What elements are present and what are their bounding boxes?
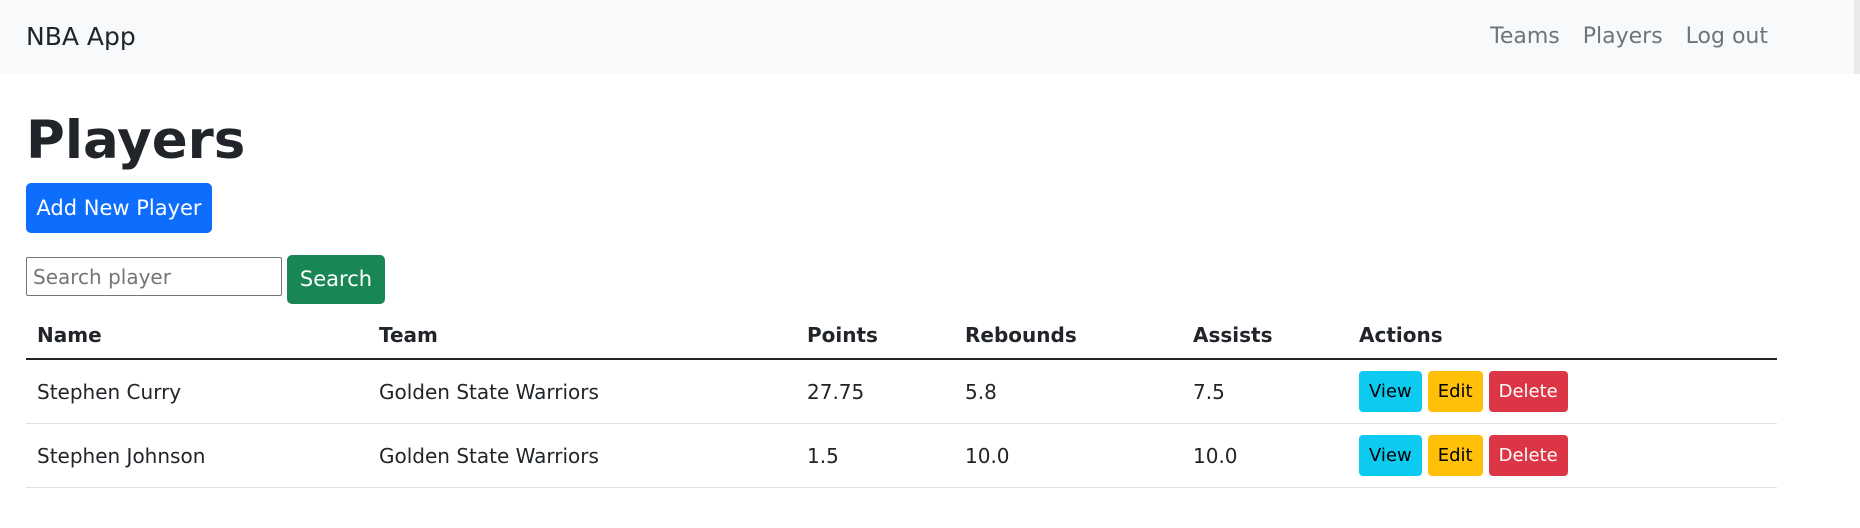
table-row: Stephen Johnson Golden State Warriors 1.…	[26, 423, 1777, 488]
cell-assists: 7.5	[1182, 359, 1348, 424]
nav-links: Teams Players Log out	[1467, 20, 1768, 54]
cell-points: 1.5	[796, 423, 954, 488]
cell-actions: View Edit Delete	[1348, 359, 1777, 424]
brand-link[interactable]: NBA App	[26, 22, 136, 51]
table-header-row: Name Team Points Rebounds Assists Action…	[26, 312, 1777, 360]
header-points: Points	[796, 312, 954, 360]
cell-name: Stephen Curry	[26, 359, 368, 424]
nav-link-players[interactable]: Players	[1582, 24, 1663, 49]
edit-button[interactable]: Edit	[1427, 371, 1483, 412]
cell-name: Stephen Johnson	[26, 423, 368, 488]
add-new-player-button[interactable]: Add New Player	[26, 183, 212, 233]
header-rebounds: Rebounds	[954, 312, 1182, 360]
header-name: Name	[26, 312, 368, 360]
cell-rebounds: 5.8	[954, 359, 1182, 424]
header-actions: Actions	[1348, 312, 1777, 360]
nav-link-teams[interactable]: Teams	[1490, 24, 1560, 49]
cell-assists: 10.0	[1182, 423, 1348, 488]
search-input[interactable]	[26, 257, 282, 296]
edit-button[interactable]: Edit	[1427, 435, 1483, 476]
row-actions: View Edit Delete	[1359, 435, 1766, 476]
cell-rebounds: 10.0	[954, 423, 1182, 488]
cell-actions: View Edit Delete	[1348, 423, 1777, 488]
view-button[interactable]: View	[1359, 371, 1422, 412]
cell-points: 27.75	[796, 359, 954, 424]
header-assists: Assists	[1182, 312, 1348, 360]
players-table: Name Team Points Rebounds Assists Action…	[26, 312, 1777, 488]
delete-button[interactable]: Delete	[1488, 371, 1568, 412]
nav-link-logout[interactable]: Log out	[1685, 24, 1768, 49]
table-row: Stephen Curry Golden State Warriors 27.7…	[26, 359, 1777, 424]
page-title: Players	[26, 110, 246, 171]
view-button[interactable]: View	[1359, 435, 1422, 476]
navbar: NBA App Teams Players Log out	[0, 0, 1860, 74]
row-actions: View Edit Delete	[1359, 371, 1766, 412]
search-button[interactable]: Search	[287, 255, 385, 304]
cell-team: Golden State Warriors	[368, 359, 796, 424]
header-team: Team	[368, 312, 796, 360]
cell-team: Golden State Warriors	[368, 423, 796, 488]
delete-button[interactable]: Delete	[1488, 435, 1568, 476]
